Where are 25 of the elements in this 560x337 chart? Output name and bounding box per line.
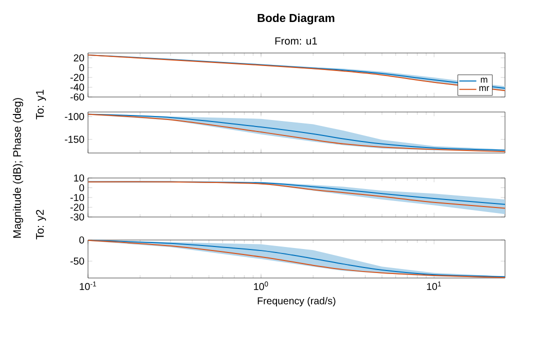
y-axis-title: To: y2 xyxy=(36,210,46,240)
y-tick-label: -20 xyxy=(70,204,84,211)
x-tick-label: 10$^{0}$ xyxy=(254,282,268,290)
chart-subtitle: From: u1 xyxy=(275,37,317,45)
y-tick-label: -30 xyxy=(70,213,84,221)
y-tick-label: 0 xyxy=(79,64,84,72)
x-tick-label: 10$^{-1}$ xyxy=(80,282,96,290)
y-tick-label: -20 xyxy=(70,74,84,81)
y-tick-label: -100 xyxy=(64,113,84,120)
y-tick-label: -150 xyxy=(64,136,84,143)
y-tick-label: 20 xyxy=(74,54,84,62)
y-tick-label: -10 xyxy=(70,194,84,202)
y-tick-label: -50 xyxy=(70,258,84,265)
x-tick-label: 10$^{1}$ xyxy=(427,282,441,290)
y-tick-label: -40 xyxy=(70,84,84,91)
chart-title: Bode Diagram xyxy=(258,14,334,24)
y-tick-label: -60 xyxy=(70,93,84,101)
x-axis-title: Frequency (rad/s) xyxy=(258,296,336,306)
legend-label: mr xyxy=(479,86,490,91)
legend-label: m xyxy=(480,78,488,83)
y-tick-label: 0 xyxy=(79,236,84,244)
y-axis-title: To: y1 xyxy=(36,90,46,120)
y-tick-label: 10 xyxy=(74,174,84,182)
y-tick-label: 0 xyxy=(79,184,84,192)
text: Magnitude (dB); Phase (deg) xyxy=(12,98,24,238)
